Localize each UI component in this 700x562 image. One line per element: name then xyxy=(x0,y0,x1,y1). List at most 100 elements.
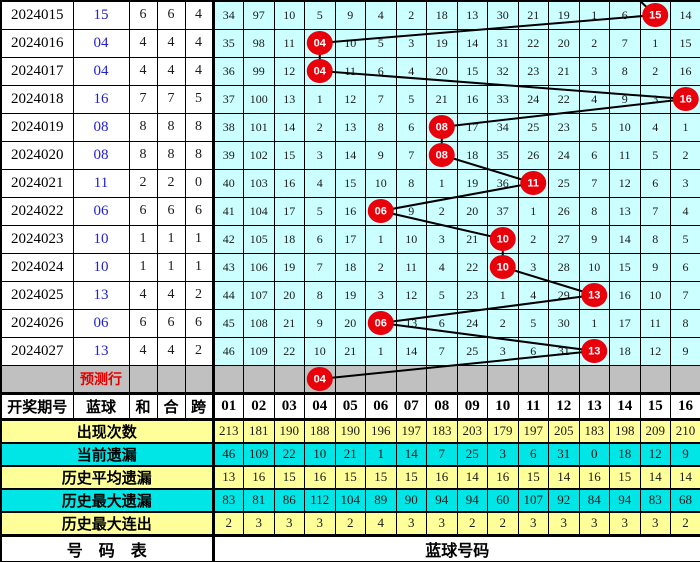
footer-left-label: 号 码 表 xyxy=(0,533,215,562)
grid-cell xyxy=(609,364,641,394)
stat-value-cell: 13 xyxy=(212,464,244,490)
grid-cell: 34 xyxy=(212,0,244,30)
grid-cell: 9 xyxy=(609,84,641,114)
grid-cell: 3 xyxy=(517,252,549,282)
grid-cell: 9 xyxy=(304,308,336,338)
grid-cell: 108 xyxy=(243,308,275,338)
grid-cell: 9 xyxy=(334,0,366,30)
sum-cell: 4 xyxy=(128,280,158,310)
grid-cell: 18 xyxy=(273,224,305,254)
span-cell: 2 xyxy=(184,280,215,310)
grid-cell: 21 xyxy=(426,84,458,114)
grid-cell xyxy=(334,364,366,394)
grid-cell: 6 xyxy=(670,252,700,282)
period-cell: 2024019 xyxy=(0,112,74,142)
grid-cell: 40 xyxy=(212,168,244,198)
grid-cell: 6 xyxy=(609,0,641,30)
ball-number-cell: 04 xyxy=(72,28,130,58)
stat-value-cell: 60 xyxy=(487,487,519,513)
draw-row: 2024027 13 4 4 2 46 109 22 10 21 1 14 7 25 3 6 31 18 12 9 xyxy=(0,336,700,366)
stat-value-cell: 3 xyxy=(578,510,610,536)
prediction-label: 预测行 xyxy=(72,364,130,394)
ball-number-cell: 08 xyxy=(72,140,130,170)
stat-value-cell: 190 xyxy=(273,418,305,444)
ball-number-cell: 04 xyxy=(72,56,130,86)
number-column-header: 10 xyxy=(487,391,519,421)
grid-cell: 35 xyxy=(487,140,519,170)
period-column-header: 开奖期号 xyxy=(0,391,74,421)
grid-cell: 7 xyxy=(609,28,641,58)
period-cell: 2024021 xyxy=(0,168,74,198)
grid-cell: 34 xyxy=(487,112,519,142)
grid-cell: 19 xyxy=(426,28,458,58)
stat-value-cell: 183 xyxy=(426,418,458,444)
stat-value-cell: 94 xyxy=(456,487,488,513)
stat-value-cell: 15 xyxy=(517,464,549,490)
stat-value-cell: 7 xyxy=(426,441,458,467)
grid-cell: 12 xyxy=(639,336,671,366)
grid-cell: 12 xyxy=(334,84,366,114)
stat-value-cell: 3 xyxy=(609,510,641,536)
draw-row: 2024026 06 6 6 6 45 108 21 9 20 13 6 24 2 5 30 1 17 11 8 xyxy=(0,308,700,338)
stat-value-cell: 92 xyxy=(548,487,580,513)
grid-cell: 15 xyxy=(609,252,641,282)
ball-number-cell: 08 xyxy=(72,112,130,142)
stat-value-cell: 213 xyxy=(212,418,244,444)
grid-cell: 28 xyxy=(548,252,580,282)
stat-row: 历史最大连出 2 3 3 3 2 4 3 3 2 2 3 3 3 3 3 2 xyxy=(0,510,700,536)
grid-cell: 2 xyxy=(639,56,671,86)
grid-cell: 21 xyxy=(456,224,488,254)
grid-cell: 6 xyxy=(395,112,427,142)
stat-value-cell: 25 xyxy=(456,441,488,467)
span-cell: 0 xyxy=(184,168,215,198)
he-cell xyxy=(156,364,186,394)
grid-cell: 24 xyxy=(456,308,488,338)
draw-row: 2024022 06 6 6 6 41 104 17 5 16 9 2 20 37 1 26 8 13 7 4 xyxy=(0,196,700,226)
grid-cell: 10 xyxy=(395,224,427,254)
number-column-header: 14 xyxy=(609,391,641,421)
grid-cell: 19 xyxy=(548,0,580,30)
stat-value-cell: 86 xyxy=(273,487,305,513)
grid-cell: 8 xyxy=(304,280,336,310)
grid-cell: 16 xyxy=(670,56,700,86)
grid-cell: 16 xyxy=(334,196,366,226)
period-cell: 2024026 xyxy=(0,308,74,338)
sum-cell: 8 xyxy=(128,112,158,142)
grid-cell: 5 xyxy=(517,308,549,338)
he-column-header: 合 xyxy=(156,391,186,421)
grid-cell: 5 xyxy=(304,0,336,30)
grid-cell xyxy=(578,280,610,310)
grid-cell xyxy=(670,364,700,394)
number-column-header: 11 xyxy=(517,391,549,421)
grid-cell: 31 xyxy=(487,28,519,58)
number-column-header: 07 xyxy=(395,391,427,421)
grid-cell: 1 xyxy=(304,84,336,114)
grid-cell: 98 xyxy=(243,28,275,58)
number-column-header: 02 xyxy=(243,391,275,421)
period-cell: 2024024 xyxy=(0,252,74,282)
stat-row: 历史最大遗漏 83 81 86 112 104 89 90 94 94 60 107 92 84 94 83 6… xyxy=(0,487,700,513)
stat-value-cell: 22 xyxy=(273,441,305,467)
column-header-row: 开奖期号 蓝球 和 合 跨 01 02 03 04 05 06 07 08 09 10 11 12 13… xyxy=(0,391,700,421)
grid-cell: 21 xyxy=(273,308,305,338)
grid-cell xyxy=(243,364,275,394)
stat-value-cell: 3 xyxy=(395,510,427,536)
grid-cell: 6 xyxy=(426,308,458,338)
stat-value-cell: 16 xyxy=(426,464,458,490)
grid-cell: 14 xyxy=(670,0,700,30)
period-cell: 2024027 xyxy=(0,336,74,366)
ball-number-cell: 06 xyxy=(72,196,130,226)
grid-cell: 8 xyxy=(365,112,397,142)
draw-row: 2024016 04 4 4 4 35 98 11 10 5 3 19 14 31 22 20 2 7 1 15 xyxy=(0,28,700,58)
grid-cell: 23 xyxy=(517,56,549,86)
grid-cell: 11 xyxy=(395,252,427,282)
grid-cell: 5 xyxy=(639,140,671,170)
span-cell: 2 xyxy=(184,336,215,366)
sum-cell: 7 xyxy=(128,84,158,114)
draw-row: 2024017 04 4 4 4 36 99 12 11 6 4 20 15 32 23 21 3 8 2 16 xyxy=(0,56,700,86)
number-column-header: 16 xyxy=(670,391,700,421)
period-cell: 2024017 xyxy=(0,56,74,86)
ball-number-cell: 15 xyxy=(72,0,130,30)
sum-cell: 4 xyxy=(128,56,158,86)
